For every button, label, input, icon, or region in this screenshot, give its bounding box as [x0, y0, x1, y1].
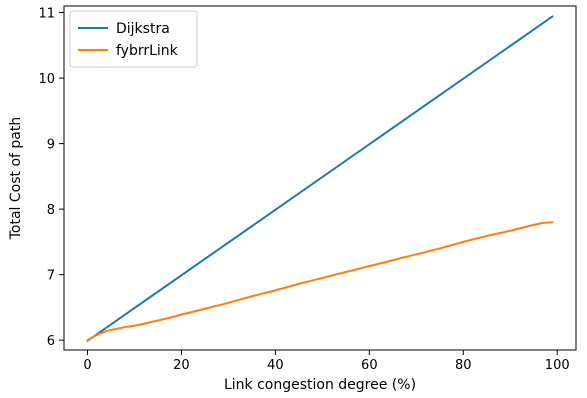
legend-label: fybrrLink [116, 43, 179, 59]
series-line-2 [86, 221, 554, 342]
legend: Dijkstra fybrrLink [69, 10, 198, 68]
plot-lines [86, 15, 554, 342]
y-axis-ticks: 6 7 8 9 10 11 [38, 7, 64, 349]
legend-box [69, 10, 198, 68]
legend-label: Dijkstra [116, 21, 170, 37]
y-tick-label: 11 [38, 7, 55, 22]
y-axis-label: Total Cost of path [8, 117, 24, 241]
y-tick-label: 9 [47, 138, 55, 153]
y-tick-label: 6 [47, 334, 55, 349]
series-line-1 [86, 15, 554, 342]
y-tick-label: 10 [38, 72, 55, 87]
x-tick-label: 40 [267, 358, 284, 373]
y-tick-label: 8 [47, 203, 55, 218]
x-tick-label: 60 [361, 358, 378, 373]
plot-frame [63, 5, 577, 351]
x-tick-label: 100 [545, 358, 570, 373]
x-tick-label: 80 [455, 358, 472, 373]
x-axis-label: Link congestion degree (%) [224, 377, 416, 393]
x-tick-label: 20 [173, 358, 190, 373]
x-tick-label: 0 [83, 358, 91, 373]
x-axis-ticks: 0 20 40 60 80 100 [83, 350, 570, 373]
y-tick-label: 7 [47, 269, 55, 284]
